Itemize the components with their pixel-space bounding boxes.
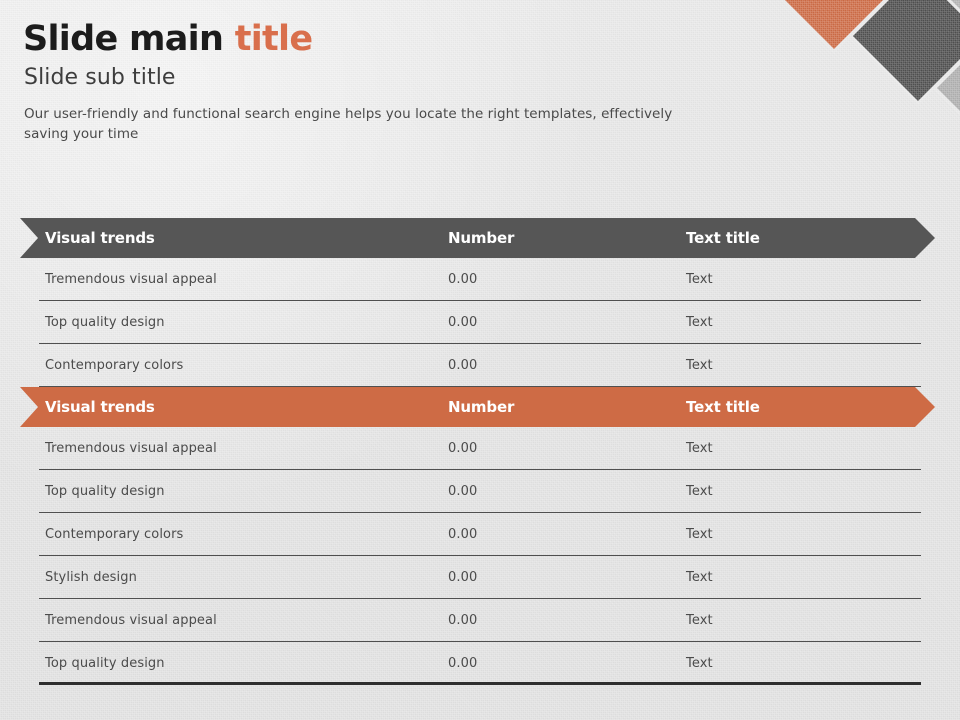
table-cell: Top quality design <box>45 315 165 330</box>
table-cell: 0.00 <box>448 484 478 499</box>
table-header-banner-shape <box>20 387 935 427</box>
column-header-1: Visual trends <box>45 229 155 247</box>
table-cell: Tremendous visual appeal <box>45 272 217 287</box>
table-row: Top quality design 0.00 Text <box>0 642 960 685</box>
table-cell: Text <box>686 441 713 456</box>
table-cell: Text <box>686 570 713 585</box>
table-row-divider <box>39 386 921 387</box>
table-row-divider <box>39 469 921 470</box>
table-cell: Text <box>686 527 713 542</box>
table-row-divider <box>39 512 921 513</box>
table-row-divider <box>39 300 921 301</box>
table-cell: Tremendous visual appeal <box>45 613 217 628</box>
column-header-2: Number <box>448 398 515 416</box>
table-cell: Contemporary colors <box>45 358 184 373</box>
column-header-3: Text title <box>686 229 760 247</box>
table-row-divider <box>39 641 921 642</box>
table-cell: Top quality design <box>45 656 165 671</box>
table-header-banner-shape <box>20 218 935 258</box>
table-row-divider <box>39 598 921 599</box>
table-row-divider <box>39 555 921 556</box>
table-row: Top quality design 0.00 Text <box>0 301 960 344</box>
page-title-main: Slide main <box>23 19 224 59</box>
table-cell: Text <box>686 315 713 330</box>
table-bottom-border <box>39 682 921 685</box>
page-subtitle: Slide sub title <box>24 65 176 90</box>
table-cell: 0.00 <box>448 570 478 585</box>
table-cell: Text <box>686 613 713 628</box>
table-row-divider <box>39 343 921 344</box>
table-cell: Text <box>686 358 713 373</box>
table-row: Tremendous visual appeal 0.00 Text <box>0 427 960 470</box>
table-cell: Stylish design <box>45 570 137 585</box>
table-cell: 0.00 <box>448 441 478 456</box>
table-cell: Text <box>686 272 713 287</box>
table-cell: 0.00 <box>448 656 478 671</box>
slide-header-block: Slide main title Slide sub title Our use… <box>23 18 723 144</box>
table-cell: 0.00 <box>448 272 478 287</box>
table-cell: Text <box>686 656 713 671</box>
table-row: Contemporary colors 0.00 Text <box>0 344 960 387</box>
table-cell: 0.00 <box>448 527 478 542</box>
table-cell: 0.00 <box>448 358 478 373</box>
page-title: Slide main title <box>23 18 723 60</box>
column-header-1: Visual trends <box>45 398 155 416</box>
table-row: Stylish design 0.00 Text <box>0 556 960 599</box>
table-cell: 0.00 <box>448 315 478 330</box>
table-cell: 0.00 <box>448 613 478 628</box>
column-header-2: Number <box>448 229 515 247</box>
column-header-3: Text title <box>686 398 760 416</box>
table-row: Contemporary colors 0.00 Text <box>0 513 960 556</box>
table-cell: Text <box>686 484 713 499</box>
table-section-header: Visual trends Number Text title <box>0 218 960 258</box>
table-cell: Top quality design <box>45 484 165 499</box>
table-row: Tremendous visual appeal 0.00 Text <box>0 258 960 301</box>
table-cell: Contemporary colors <box>45 527 184 542</box>
table-row: Top quality design 0.00 Text <box>0 470 960 513</box>
page-title-accent: title <box>234 19 313 59</box>
table-cell: Tremendous visual appeal <box>45 441 217 456</box>
page-body-text: Our user-friendly and functional search … <box>24 106 673 142</box>
table-section-header: Visual trends Number Text title <box>0 386 960 427</box>
table-row: Tremendous visual appeal 0.00 Text <box>0 599 960 642</box>
data-table: Visual trends Number Text title Tremendous … <box>0 218 960 685</box>
